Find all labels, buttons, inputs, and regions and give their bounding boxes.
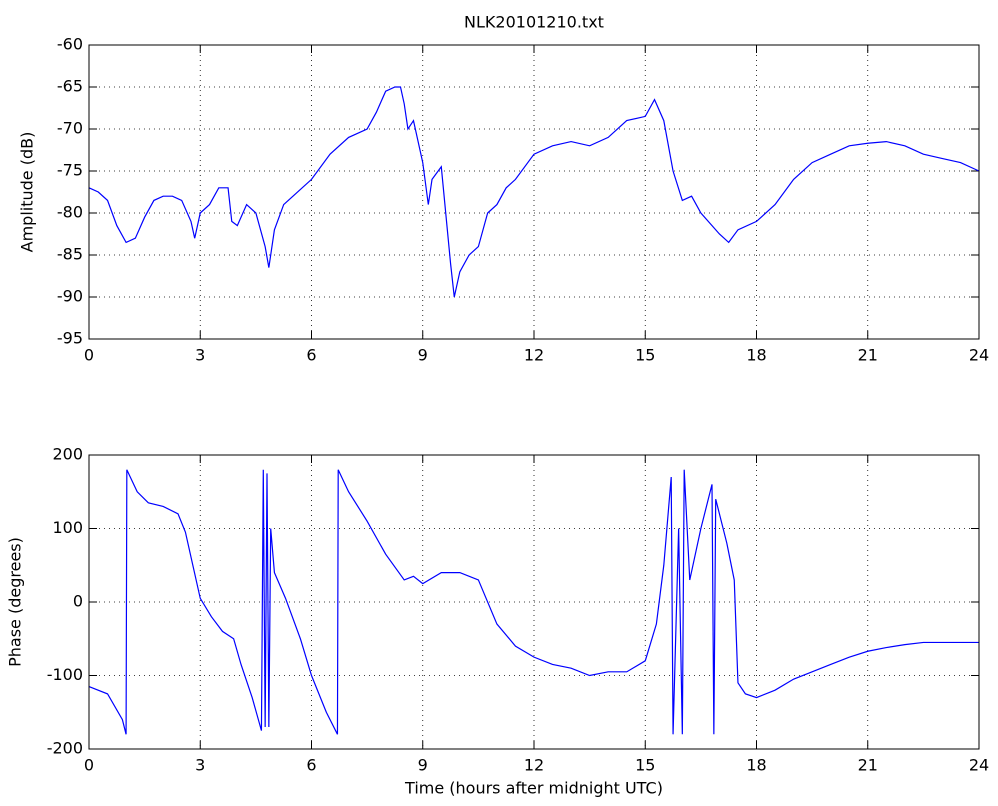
x-tick-label: 21 (858, 346, 878, 365)
y-tick-label: -85 (57, 245, 83, 264)
x-tick-label: 15 (635, 346, 655, 365)
y-tick-label: -75 (57, 161, 83, 180)
y-tick-label: -100 (47, 665, 83, 684)
x-tick-label: 24 (969, 756, 989, 775)
x-tick-label: 18 (746, 346, 766, 365)
y-tick-label: -65 (57, 77, 83, 96)
x-tick-label: 6 (306, 756, 316, 775)
axes-box (88, 44, 980, 340)
y-tick-label: -70 (57, 119, 83, 138)
x-tick-label: 24 (969, 346, 989, 365)
x-tick-label: 9 (418, 756, 428, 775)
y-axis-label: Phase (degrees) (6, 537, 25, 667)
y-tick-label: 100 (52, 518, 83, 537)
x-tick-label: 6 (306, 346, 316, 365)
x-tick-label: 18 (746, 756, 766, 775)
y-tick-label: -90 (57, 287, 83, 306)
x-tick-label: 12 (524, 346, 544, 365)
x-tick-label: 12 (524, 756, 544, 775)
data-line (88, 469, 979, 735)
data-line (88, 86, 980, 298)
y-tick-label: -200 (47, 739, 83, 758)
y-axis-label: Amplitude (dB) (18, 132, 37, 253)
plot-area (89, 45, 979, 339)
y-tick-label: -60 (57, 35, 83, 54)
y-tick-label: -95 (57, 329, 83, 348)
y-tick-label: 200 (52, 445, 83, 464)
x-tick-label: 21 (858, 756, 878, 775)
x-tick-label: 9 (418, 346, 428, 365)
x-tick-label: 0 (84, 346, 94, 365)
chart-title: NLK20101210.txt (464, 13, 604, 32)
y-tick-label: -80 (57, 203, 83, 222)
axes-box (88, 454, 980, 750)
x-tick-label: 3 (195, 346, 205, 365)
y-tick-label: 0 (73, 592, 83, 611)
x-tick-label: 0 (84, 756, 94, 775)
x-axis-label: Time (hours after midnight UTC) (404, 779, 663, 798)
x-tick-label: 15 (635, 756, 655, 775)
x-tick-label: 3 (195, 756, 205, 775)
